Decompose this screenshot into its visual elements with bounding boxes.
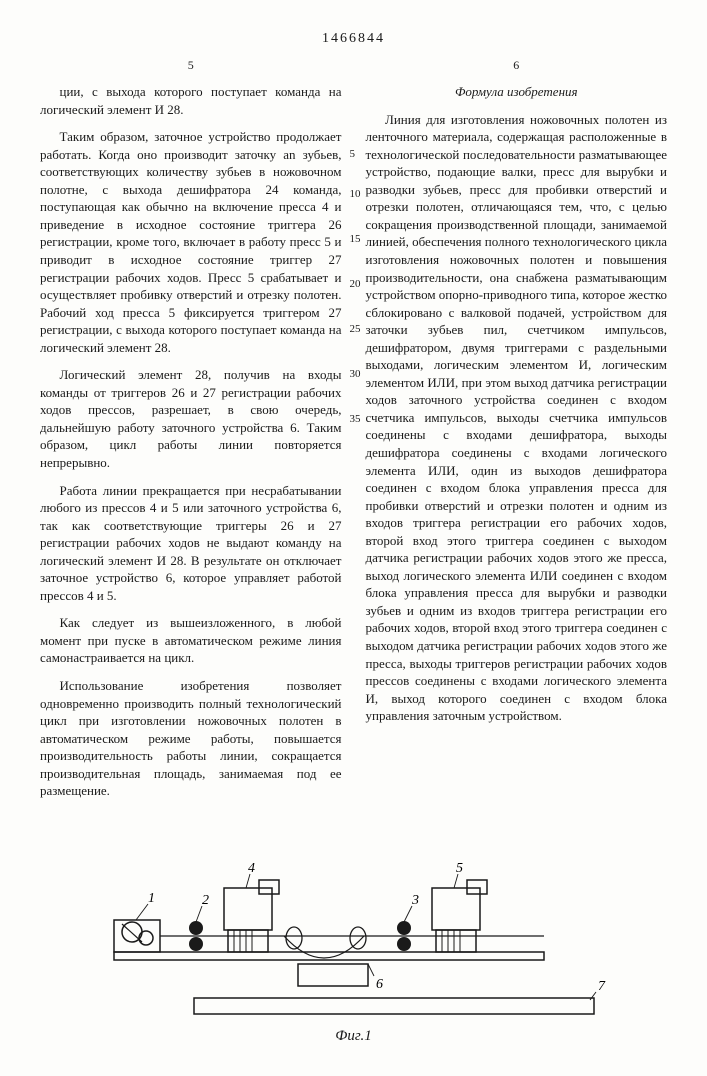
line-number: 5 bbox=[350, 147, 356, 162]
text-columns: 5 ции, с выхода которого поступает коман… bbox=[40, 57, 667, 810]
line-number: 15 bbox=[350, 232, 361, 247]
figure-1: 1 2 4 3 5 6 7 Фиг.1 bbox=[40, 830, 667, 1046]
para: Использование изобретения позволяет одно… bbox=[40, 677, 342, 800]
para: Работа линии прекращается при несрабатыв… bbox=[40, 482, 342, 605]
claim-para: Линия для изготовления ножовочных полоте… bbox=[366, 111, 668, 725]
para: ции, с выхода которого поступает команда… bbox=[40, 83, 342, 118]
line-number: 30 bbox=[350, 367, 361, 382]
formula-title: Формула изобретения bbox=[366, 83, 668, 101]
patent-number: 1466844 bbox=[40, 30, 667, 49]
line-number: 10 bbox=[350, 187, 361, 202]
line-number: 20 bbox=[350, 277, 361, 292]
fig-label-5: 5 bbox=[456, 861, 463, 876]
fig-label-2: 2 bbox=[202, 893, 209, 908]
figure-svg: 1 2 4 3 5 6 7 bbox=[74, 830, 634, 1020]
line-number: 35 bbox=[350, 412, 361, 427]
fig-label-4: 4 bbox=[248, 861, 255, 876]
right-column: 6 Формула изобретения 5 10 15 20 25 30 3… bbox=[366, 57, 668, 810]
left-col-number: 5 bbox=[40, 57, 342, 73]
fig-label-3: 3 bbox=[411, 893, 419, 908]
figure-caption: Фиг.1 bbox=[40, 1026, 667, 1046]
left-column: 5 ции, с выхода которого поступает коман… bbox=[40, 57, 342, 810]
para: Логический элемент 28, получив на входы … bbox=[40, 366, 342, 471]
para: Таким образом, заточное устройство продо… bbox=[40, 128, 342, 356]
right-col-number: 6 bbox=[366, 57, 668, 73]
line-number: 25 bbox=[350, 322, 361, 337]
para: Как следует из вышеизложенного, в любой … bbox=[40, 614, 342, 667]
fig-label-6: 6 bbox=[376, 977, 383, 992]
fig-label-1: 1 bbox=[148, 891, 155, 906]
fig-label-7: 7 bbox=[598, 979, 606, 994]
